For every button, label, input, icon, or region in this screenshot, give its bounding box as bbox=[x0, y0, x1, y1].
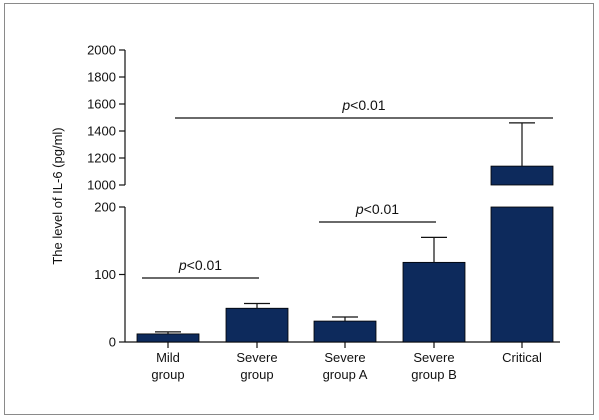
x-category-label: group A bbox=[323, 367, 368, 382]
x-category-label: group bbox=[240, 367, 273, 382]
significance-label: p<0.01 bbox=[178, 257, 222, 273]
y-tick-label: 1000 bbox=[87, 178, 116, 193]
bar bbox=[225, 307, 289, 343]
labels: 0 100 200 1000 1200 1400 1600 1800 2000 The level… bbox=[50, 43, 542, 383]
x-category-label: Severe bbox=[324, 350, 365, 365]
x-category-label: Critical bbox=[502, 350, 542, 365]
x-category-label: group B bbox=[411, 367, 457, 382]
bar bbox=[313, 320, 377, 343]
y-tick-label: 1200 bbox=[87, 151, 116, 166]
significance-label: p<0.01 bbox=[355, 201, 399, 217]
x-category-label: group bbox=[151, 367, 184, 382]
y-tick-label: 1800 bbox=[87, 70, 116, 85]
y-tick-label: 0 bbox=[109, 335, 116, 350]
y-tick-label: 1600 bbox=[87, 97, 116, 112]
y-tick-label: 100 bbox=[94, 267, 116, 282]
y-tick-label: 1400 bbox=[87, 124, 116, 139]
significance-label: p<0.01 bbox=[341, 97, 385, 113]
x-category-label: Mild bbox=[156, 350, 180, 365]
y-tick-label: 200 bbox=[94, 200, 116, 215]
x-category-label: Severe bbox=[236, 350, 277, 365]
bar bbox=[402, 261, 466, 343]
bar-upper-segment bbox=[490, 165, 554, 186]
y-axis-label: The level of IL-6 (pg/ml) bbox=[50, 127, 65, 264]
annotations: p<0.01 p<0.01 p<0.01 bbox=[142, 97, 553, 279]
y-tick-label: 2000 bbox=[87, 43, 116, 58]
bar bbox=[136, 333, 200, 343]
x-category-label: Severe bbox=[413, 350, 454, 365]
bars bbox=[136, 122, 554, 343]
bar-lower-segment bbox=[490, 206, 554, 343]
